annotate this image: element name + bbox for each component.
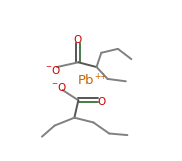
Text: Pb: Pb — [78, 74, 94, 87]
Text: O: O — [98, 97, 106, 107]
Text: ++: ++ — [94, 72, 107, 81]
Text: O: O — [73, 35, 82, 45]
Text: $^{-}$O: $^{-}$O — [45, 64, 61, 76]
Text: $^{-}$O: $^{-}$O — [51, 81, 67, 93]
